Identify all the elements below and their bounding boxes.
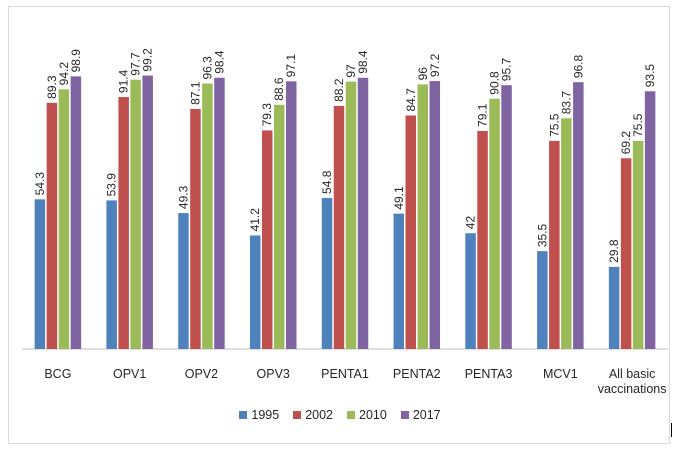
legend-swatch-1995 [239, 411, 248, 419]
category-label-5: PENTA2 [393, 367, 441, 381]
bar-2010-5 [417, 84, 429, 350]
bar-2017-4 [357, 77, 369, 349]
category-label-7: MCV1 [543, 367, 578, 381]
category-label-2: OPV2 [185, 367, 218, 381]
legend-label-2017: 2017 [412, 408, 441, 422]
bar-2002-5 [405, 115, 417, 349]
data-label-2017-6: 95.7 [500, 58, 514, 82]
legend-label-2010: 2010 [359, 408, 387, 422]
bar-2017-2 [214, 77, 225, 349]
bar-2010-3 [273, 104, 285, 349]
bar-2010-7 [561, 118, 572, 349]
data-label-2010-0: 94.2 [57, 62, 71, 86]
bar-1995-1 [106, 200, 117, 349]
bar-2002-1 [118, 97, 129, 349]
data-label-2002-2: 87.1 [188, 81, 202, 105]
legend-item-2002: 2002 [293, 408, 333, 422]
bar-2017-8 [644, 91, 656, 349]
legend-swatch-2017 [400, 411, 409, 419]
bar-2010-4 [345, 81, 357, 349]
data-label-2010-6: 90.8 [488, 71, 502, 95]
data-label-2017-7: 96.8 [571, 54, 585, 78]
data-label-2002-7: 75.5 [547, 113, 561, 137]
data-label-2010-7: 83.7 [559, 91, 573, 115]
data-label-1995-6: 42 [464, 216, 478, 230]
data-label-2017-2: 98.4 [212, 50, 226, 74]
bar-2002-4 [333, 105, 345, 349]
data-label-2017-0: 98.9 [69, 49, 83, 73]
data-label-2002-0: 89.3 [45, 75, 59, 99]
legend-swatch-2010 [347, 411, 355, 419]
bar-2010-6 [489, 98, 500, 349]
bar-2017-7 [573, 82, 584, 349]
bar-2002-7 [549, 140, 560, 349]
data-label-2010-4: 97 [344, 64, 358, 78]
bar-2010-0 [58, 89, 70, 349]
data-label-2002-3: 79.3 [260, 103, 274, 127]
text-cursor-mark [671, 423, 672, 437]
category-label-1: OPV1 [113, 367, 146, 381]
legend-item-2017: 2017 [400, 408, 441, 422]
data-label-1995-8: 29.8 [607, 239, 621, 263]
data-label-2002-5: 84.7 [404, 88, 418, 112]
bar-1995-3 [249, 235, 261, 349]
bar-1995-8 [608, 266, 620, 349]
category-label-0: BCG [44, 367, 71, 381]
bar-2002-6 [477, 130, 488, 349]
data-label-2017-8: 93.5 [643, 64, 657, 88]
data-label-2017-4: 98.4 [356, 50, 370, 74]
data-label-2010-3: 88.6 [272, 77, 286, 101]
data-label-1995-7: 35.5 [535, 223, 549, 247]
data-label-2017-5: 97.2 [428, 53, 442, 77]
bar-2017-1 [142, 75, 153, 350]
data-label-2010-1: 97.7 [129, 52, 143, 76]
data-label-1995-2: 49.3 [176, 185, 190, 209]
data-label-2010-2: 96.3 [200, 56, 214, 80]
bar-2017-0 [70, 76, 82, 349]
legend-item-1995: 1995 [239, 408, 279, 422]
category-label-8: All basic vaccinations [598, 367, 667, 396]
bar-2002-2 [190, 108, 201, 350]
data-label-2002-4: 88.2 [332, 78, 346, 102]
data-label-2017-1: 99.2 [141, 48, 155, 72]
bar-1995-2 [178, 213, 189, 349]
category-label-4: PENTA1 [321, 367, 369, 381]
data-label-1995-3: 41.2 [248, 208, 262, 232]
bar-2017-3 [285, 81, 297, 349]
bar-2010-1 [130, 79, 141, 349]
data-label-1995-5: 49.1 [392, 186, 406, 210]
legend: 1995 2002 2010 2017 [0, 408, 680, 422]
bar-1995-4 [321, 197, 333, 349]
bar-2010-8 [632, 140, 644, 349]
data-label-2002-8: 69.2 [619, 131, 633, 155]
bar-2010-2 [202, 83, 213, 349]
bar-2017-6 [501, 85, 512, 349]
bar-1995-6 [465, 233, 476, 349]
legend-swatch-2002 [293, 411, 302, 419]
chart-frame [8, 6, 670, 444]
data-label-1995-1: 53.9 [105, 173, 119, 197]
category-label-6: PENTA3 [465, 367, 513, 381]
bar-2002-8 [620, 158, 632, 349]
data-label-1995-0: 54.3 [33, 172, 47, 196]
category-label-3: OPV3 [257, 367, 290, 381]
bar-1995-5 [393, 213, 405, 349]
legend-item-2010: 2010 [347, 408, 387, 422]
bar-1995-0 [34, 199, 46, 349]
bar-2002-0 [46, 102, 58, 349]
legend-label-1995: 1995 [251, 408, 280, 422]
data-label-2017-3: 97.1 [284, 54, 298, 78]
data-label-2002-1: 91.4 [117, 69, 131, 93]
data-label-2002-6: 79.1 [476, 103, 490, 127]
bar-1995-7 [537, 251, 548, 349]
data-label-2010-5: 96 [416, 67, 430, 81]
bar-2017-5 [429, 81, 441, 349]
data-label-2010-8: 75.5 [631, 113, 645, 137]
data-label-1995-4: 54.8 [320, 170, 334, 194]
bar-2002-3 [261, 130, 273, 349]
legend-label-2002: 2002 [305, 408, 333, 422]
